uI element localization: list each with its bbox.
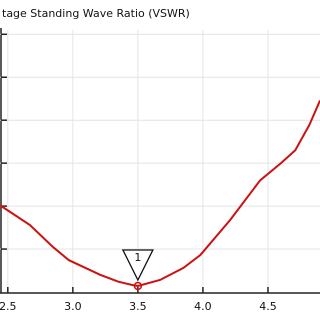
marker-point [133,281,143,291]
line [0,100,320,288]
chart-title: tage Standing Wave Ratio (VSWR) [2,7,190,20]
marker-triangle [121,249,154,282]
x-tick-label: 4.0 [194,300,212,313]
marker-label: 1 [134,251,141,264]
x-tick-label: 4.5 [259,300,277,313]
x-tick-label: 3.5 [129,300,147,313]
x-tick-label: 3.0 [64,300,82,313]
x-tick-label: 2.5 [0,300,17,313]
